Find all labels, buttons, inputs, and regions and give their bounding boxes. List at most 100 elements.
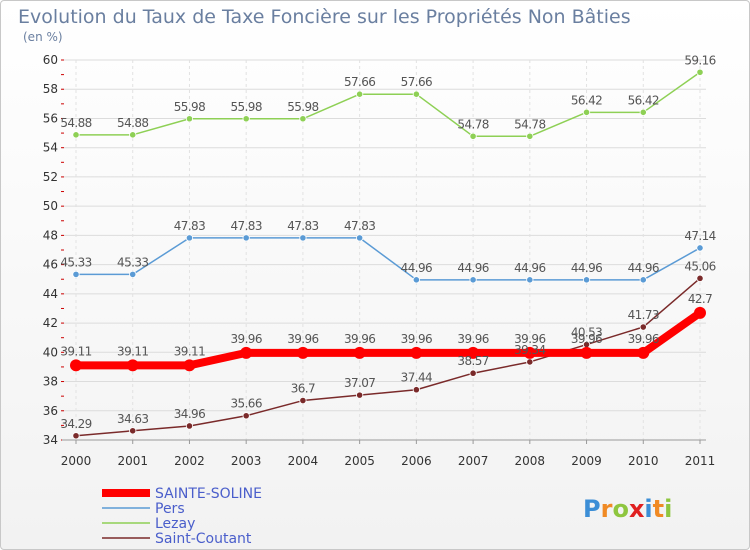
data-point	[296, 346, 309, 359]
data-point	[523, 346, 536, 359]
data-label: 44.96	[628, 261, 659, 275]
data-label: 44.96	[457, 261, 488, 275]
data-point	[242, 115, 250, 123]
data-point	[129, 427, 137, 435]
legend-label: Saint-Coutant	[155, 531, 252, 547]
series-line-saint-coutant	[75, 277, 701, 437]
y-tick-label: 34	[43, 433, 58, 447]
data-label: 57.66	[401, 75, 432, 89]
data-point	[356, 234, 364, 242]
y-tick-label: 54	[43, 141, 58, 155]
axes: 34 36 38 40 42 44 46 48 50 52 54 56 58 60 2000 2001 2002…	[43, 53, 716, 468]
data-point	[356, 90, 364, 98]
y-tick-label: 48	[43, 228, 58, 242]
y-tick-label: 36	[43, 404, 58, 418]
data-point	[70, 359, 82, 372]
data-label: 45.33	[60, 255, 91, 269]
data-label: 37.07	[344, 376, 375, 390]
y-tick-label: 60	[43, 53, 58, 67]
data-point	[356, 391, 364, 399]
data-label: 40.53	[571, 326, 602, 340]
data-label: 54.88	[60, 116, 91, 130]
y-tick-label: 44	[43, 287, 58, 301]
data-label: 34.96	[174, 407, 205, 421]
data-point	[580, 346, 593, 359]
data-label: 47.83	[287, 219, 318, 233]
data-label: 56.42	[628, 93, 659, 107]
series-line-lezay	[75, 71, 701, 138]
data-point	[412, 386, 420, 394]
data-point	[129, 270, 137, 279]
data-label: 45.06	[684, 259, 715, 273]
data-label: 54.88	[117, 116, 148, 130]
data-label: 39.96	[514, 332, 545, 346]
data-point	[126, 359, 139, 372]
data-point	[72, 131, 80, 139]
y-tick-label: 58	[43, 82, 58, 96]
data-point	[526, 276, 534, 284]
data-point	[72, 432, 80, 440]
data-label: 47.83	[231, 219, 262, 233]
data-label: 57.66	[344, 75, 375, 89]
data-label: 39.11	[60, 344, 91, 358]
data-label: 54.78	[457, 117, 488, 131]
data-point	[469, 369, 477, 377]
data-point	[526, 132, 534, 140]
data-point	[183, 359, 196, 372]
data-label: 44.96	[514, 261, 545, 275]
data-label: 55.98	[174, 100, 205, 114]
y-tick-label: 42	[43, 316, 58, 330]
data-point	[412, 276, 420, 284]
logo-letter: i	[664, 495, 672, 523]
legend-label: Pers	[155, 501, 185, 517]
data-label: 47.83	[174, 219, 205, 233]
grid-lines	[62, 59, 706, 441]
data-label: 39.34	[514, 343, 545, 357]
data-point	[242, 234, 250, 242]
data-point	[299, 234, 307, 242]
data-point	[469, 132, 477, 140]
x-tick-label: 2006	[401, 454, 432, 468]
data-label: 39.96	[571, 332, 602, 346]
data-labels: 39.11 39.11 39.11 39.96 39.96 39.96 39.96 39.96…	[60, 53, 716, 431]
data-point	[72, 270, 80, 279]
legend-label: SAINTE-SOLINE	[155, 486, 262, 502]
data-label: 42.7	[688, 292, 712, 306]
data-label: 44.96	[571, 261, 602, 275]
data-label: 41.73	[628, 308, 659, 322]
chart-subtitle: (en %)	[23, 30, 63, 44]
data-point	[410, 346, 423, 359]
data-label: 39.96	[287, 332, 318, 346]
data-point	[185, 115, 194, 123]
data-point	[299, 396, 307, 405]
data-label: 39.96	[231, 332, 262, 346]
data-label: 34.29	[60, 417, 91, 431]
legend-label: Lezay	[155, 516, 195, 532]
y-tick-label: 40	[43, 345, 58, 359]
data-label: 54.78	[514, 117, 545, 131]
x-tick-label: 2005	[344, 454, 375, 468]
series-line-sainte-soline	[72, 308, 704, 370]
y-tick-label: 46	[43, 258, 58, 272]
data-point	[242, 412, 250, 420]
data-label: 38.57	[457, 354, 488, 368]
data-point	[696, 274, 704, 282]
data-point	[526, 358, 534, 366]
x-tick-label: 2011	[685, 454, 716, 468]
data-label: 55.98	[231, 100, 262, 114]
data-point	[240, 346, 253, 359]
x-tick-label: 2003	[231, 454, 262, 468]
data-point	[467, 346, 480, 359]
data-point	[582, 108, 591, 116]
data-point	[185, 422, 194, 430]
x-tick-label: 2001	[117, 454, 148, 468]
data-label: 39.96	[401, 332, 432, 346]
data-label: 39.11	[117, 344, 148, 358]
data-label: 34.63	[117, 412, 148, 426]
data-label: 35.66	[231, 397, 262, 411]
data-point	[696, 68, 704, 76]
data-point	[129, 131, 137, 139]
data-label: 59.16	[684, 53, 715, 67]
x-tick-label: 2009	[571, 454, 602, 468]
